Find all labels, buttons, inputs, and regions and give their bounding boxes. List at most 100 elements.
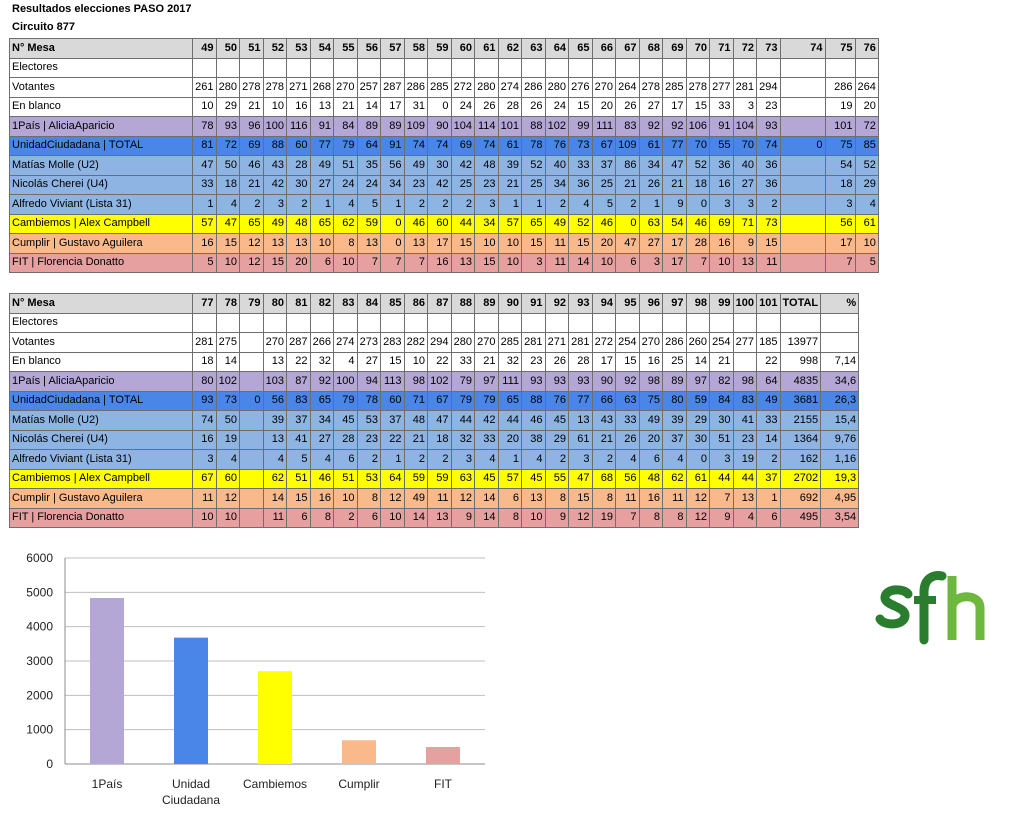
table-cell: 83 bbox=[287, 391, 311, 411]
y-tick-label: 1000 bbox=[26, 723, 53, 737]
table-cell: 36 bbox=[710, 156, 734, 176]
table-cell: 26,3 bbox=[821, 391, 859, 411]
table-cell: 21 bbox=[498, 175, 522, 195]
table-row: N° Mesa 77 78 79 80 81 82 83 84 85 86 87 88 89 90 91 92 9… bbox=[10, 294, 859, 314]
table-cell bbox=[733, 58, 757, 78]
table-cell: 19 bbox=[825, 97, 855, 117]
table-cell: 73 bbox=[757, 214, 781, 234]
table-cell: 6 bbox=[757, 508, 781, 528]
table-cell: 22 bbox=[381, 430, 405, 450]
mesa-header: 52 bbox=[263, 39, 287, 59]
table-cell: 266 bbox=[310, 333, 334, 353]
table-cell: 36 bbox=[569, 175, 593, 195]
table-cell: 23 bbox=[757, 97, 781, 117]
table-cell: 9 bbox=[545, 508, 569, 528]
table-cell: 28 bbox=[498, 97, 522, 117]
table-cell: 7 bbox=[381, 253, 405, 273]
table-cell: 280 bbox=[545, 78, 569, 98]
table-cell: 48 bbox=[404, 411, 428, 431]
table-cell: 3 bbox=[475, 195, 499, 215]
table-cell: 1 bbox=[193, 195, 217, 215]
table-cell: 0 bbox=[428, 97, 452, 117]
mesa-header: 68 bbox=[639, 39, 663, 59]
mesa-header: 49 bbox=[193, 39, 217, 59]
table-cell: 65 bbox=[310, 391, 334, 411]
table-cell: 0 bbox=[686, 450, 710, 470]
table-cell bbox=[287, 313, 311, 333]
table-cell: 15 bbox=[522, 234, 546, 254]
table-cell: 88 bbox=[263, 136, 287, 156]
mesa-header: 83 bbox=[334, 294, 358, 314]
mesa-header: 54 bbox=[310, 39, 334, 59]
mesa-header: 82 bbox=[310, 294, 334, 314]
table-cell: 14 bbox=[686, 352, 710, 372]
mesa-header: 70 bbox=[686, 39, 710, 59]
table-cell: 24 bbox=[334, 175, 358, 195]
table-cell: 286 bbox=[522, 78, 546, 98]
table-cell: 69 bbox=[451, 136, 475, 156]
row-label: Electores bbox=[10, 58, 193, 78]
votes-bar-chart: 0 1000 2000 3000 4000 5000 6000 1País Unidad Ciud… bbox=[0, 540, 500, 817]
table-cell: 33 bbox=[616, 411, 640, 431]
table-cell: 2 bbox=[757, 195, 781, 215]
table-cell: 106 bbox=[686, 117, 710, 137]
table-cell: 41 bbox=[733, 411, 757, 431]
table-cell: 287 bbox=[381, 78, 405, 98]
mesa-header: 93 bbox=[569, 294, 593, 314]
mesa-header: 64 bbox=[545, 39, 569, 59]
table-cell: 79 bbox=[451, 372, 475, 392]
table-row: 1País | AliciaAparicio 78 93 96 100 116 91 84 89… bbox=[10, 117, 879, 137]
table-cell: 2 bbox=[545, 450, 569, 470]
table-cell: 13 bbox=[451, 253, 475, 273]
table-cell: 6 bbox=[357, 508, 381, 528]
table-cell: 286 bbox=[404, 78, 428, 98]
table-cell: 4 bbox=[733, 508, 757, 528]
table-cell: 2 bbox=[334, 508, 358, 528]
table-cell: 13977 bbox=[780, 333, 821, 353]
table-cell bbox=[639, 313, 663, 333]
table-cell: 4,95 bbox=[821, 489, 859, 509]
table-cell: 271 bbox=[287, 78, 311, 98]
mesa-header: 63 bbox=[522, 39, 546, 59]
table-cell: 102 bbox=[428, 372, 452, 392]
table-row: Cambiemos | Alex Campbell 67 60 62 51 46 51 53 6… bbox=[10, 469, 859, 489]
table-cell: 15 bbox=[381, 352, 405, 372]
table-cell: 56 bbox=[616, 469, 640, 489]
table-cell: 5 bbox=[193, 253, 217, 273]
table-cell: 81 bbox=[193, 136, 217, 156]
table-cell: 16 bbox=[639, 489, 663, 509]
row-label: En blanco bbox=[10, 97, 193, 117]
table-cell bbox=[240, 372, 264, 392]
table-cell: 85 bbox=[855, 136, 878, 156]
table-cell: 59 bbox=[404, 469, 428, 489]
table-cell: 13 bbox=[263, 430, 287, 450]
table-cell bbox=[780, 313, 821, 333]
x-tick-label: Cumplir bbox=[338, 777, 379, 791]
table-cell: 44 bbox=[451, 411, 475, 431]
table-cell: 15 bbox=[616, 352, 640, 372]
table-cell: 4 bbox=[475, 450, 499, 470]
table-cell: 11 bbox=[663, 489, 687, 509]
table-cell: 80 bbox=[193, 372, 217, 392]
mesa-header: 100 bbox=[733, 294, 757, 314]
table-cell: 93 bbox=[757, 117, 781, 137]
table-cell: 254 bbox=[710, 333, 734, 353]
table-cell: 3 bbox=[522, 253, 546, 273]
table-cell: 281 bbox=[569, 333, 593, 353]
table-cell: 2 bbox=[240, 195, 264, 215]
table-cell: 4 bbox=[522, 450, 546, 470]
table-cell: 45 bbox=[545, 411, 569, 431]
table-cell: 28 bbox=[287, 156, 311, 176]
table-cell: 2 bbox=[404, 195, 428, 215]
table-cell: 60 bbox=[381, 391, 405, 411]
table-cell: 270 bbox=[263, 333, 287, 353]
table-cell: 4 bbox=[616, 450, 640, 470]
table-cell: 19 bbox=[216, 430, 240, 450]
table-cell: 3 bbox=[193, 450, 217, 470]
table-cell: 92 bbox=[616, 372, 640, 392]
table-cell: 16 bbox=[639, 352, 663, 372]
table-cell: 11 bbox=[545, 234, 569, 254]
table-cell: 18 bbox=[216, 175, 240, 195]
table-cell: 26 bbox=[616, 97, 640, 117]
table-cell: 281 bbox=[193, 333, 217, 353]
